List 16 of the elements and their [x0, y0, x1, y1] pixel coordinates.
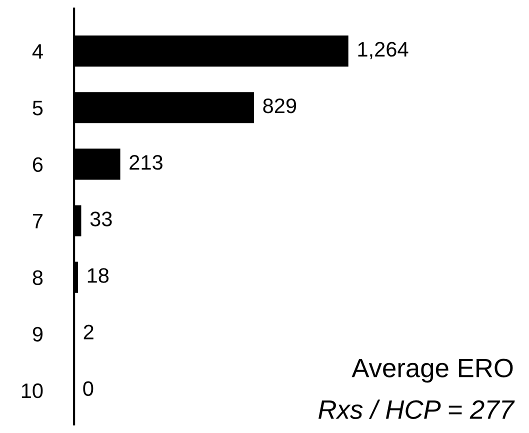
- y-tick-label: 6: [32, 157, 43, 172]
- data-label: 1,264: [358, 42, 408, 60]
- y-tick-label: 4: [32, 44, 43, 59]
- y-tick-label: 9: [32, 326, 43, 342]
- y-tick-label: 10: [22, 383, 43, 398]
- text: Average ERO: [352, 358, 513, 383]
- data-label: 2: [84, 324, 94, 340]
- y-tick-label: 7: [32, 214, 42, 228]
- annotation: Rxs / HCP = 277: [318, 400, 515, 419]
- y-tick-label: 5: [32, 100, 43, 116]
- data-label: 213: [130, 155, 162, 170]
- data-label: 18: [88, 268, 109, 283]
- y-tick-label: 8: [32, 270, 43, 286]
- data-label: 829: [263, 98, 296, 114]
- data-label: 33: [90, 212, 112, 226]
- data-label: 0: [83, 381, 94, 396]
